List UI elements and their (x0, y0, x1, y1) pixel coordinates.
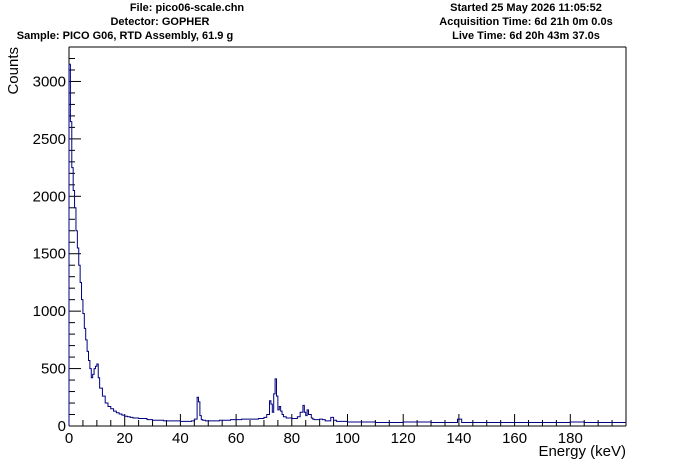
x-tick-label: 180 (558, 430, 583, 447)
start-time-label: Started 25 May 2026 11:05:52 (450, 2, 602, 14)
x-tick-label: 160 (502, 430, 527, 447)
live-time-label: Live Time: 6d 20h 43m 37.0s (452, 30, 600, 42)
x-tick-label: 100 (335, 430, 360, 447)
x-tick-label: 140 (446, 430, 471, 447)
counts-histogram (68, 63, 626, 426)
y-tick-label: 1500 (33, 246, 66, 263)
y-tick-label: 2500 (33, 131, 66, 148)
y-axis-title: Counts (5, 47, 22, 95)
y-tick-label: 1000 (33, 303, 66, 320)
chart-axes (68, 46, 627, 427)
x-tick-label: 20 (116, 430, 133, 447)
y-tick-label: 0 (58, 418, 66, 435)
acquisition-time-label: Acquisition Time: 6d 21h 0m 0.0s (439, 16, 613, 28)
chart-ticks (68, 46, 627, 427)
x-tick-label: 120 (391, 430, 416, 447)
detector-label: Detector: GOPHER (110, 16, 210, 28)
x-axis-title: Energy (keV) (538, 443, 626, 460)
sample-label: Sample: PICO G06, RTD Assembly, 61.9 g (16, 30, 234, 42)
y-tick-label: 500 (41, 361, 66, 378)
x-tick-label: 40 (172, 430, 189, 447)
x-tick-label: 0 (65, 430, 73, 447)
x-tick-label: 60 (228, 430, 245, 447)
file-name-label: File: pico06-scale.chn (129, 2, 245, 14)
chart-tick-labels: 0 20 40 60 80 100 120 140 160 180 0 500 1000 1500 2000… (33, 73, 583, 447)
x-tick-label: 80 (283, 430, 300, 447)
y-tick-label: 2000 (33, 188, 66, 205)
y-tick-label: 3000 (33, 73, 66, 90)
